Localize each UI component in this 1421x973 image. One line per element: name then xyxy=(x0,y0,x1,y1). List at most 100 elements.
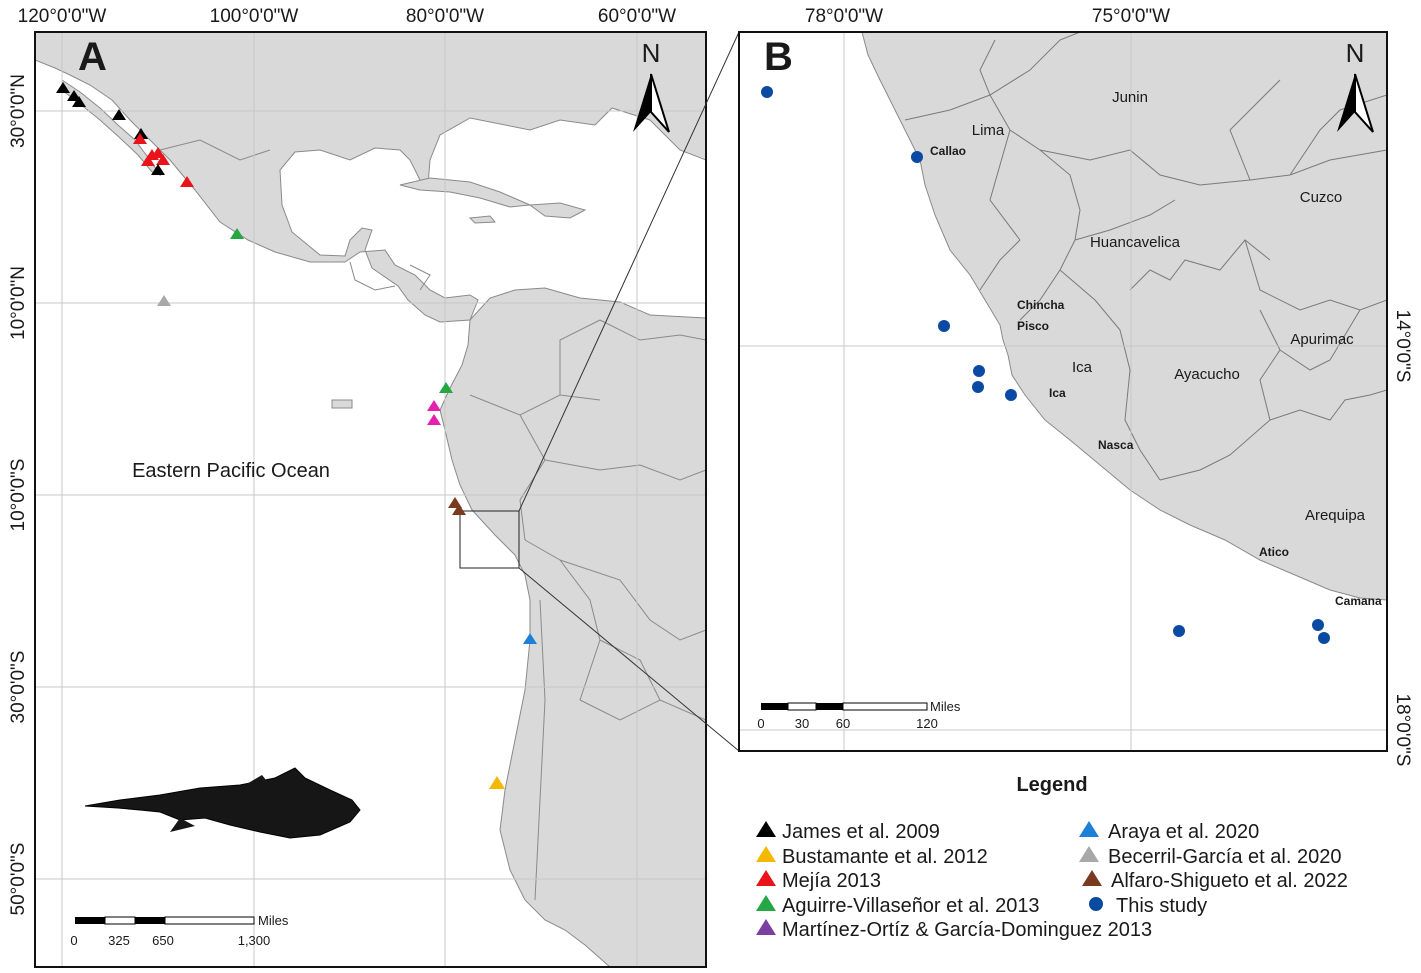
scale-tick-b: 0 xyxy=(757,716,764,731)
marker-araya-2020 xyxy=(523,633,537,644)
legend-item-label: Aguirre-Villaseñor et al. 2013 xyxy=(782,895,1040,917)
marker-james-2009 xyxy=(134,128,148,139)
legend: Legend James et al. 2009 Bustamante et a… xyxy=(756,774,1348,941)
legend-symbol xyxy=(1079,846,1099,862)
lat-tick-b: 18°0'0"S xyxy=(1392,694,1413,767)
north-arrow-icon: N xyxy=(1337,38,1374,133)
legend-symbol xyxy=(1089,897,1103,911)
region-label: Lima xyxy=(972,122,1005,139)
town-label: Ica xyxy=(1049,386,1066,400)
panel-b-graticule xyxy=(739,32,1387,751)
region-label: Ayacucho xyxy=(1174,366,1240,383)
region-label: Arequipa xyxy=(1305,507,1366,524)
scale-bar-a: Miles 0 325 650 1,300 xyxy=(70,913,288,948)
legend-symbol xyxy=(756,846,776,862)
town-label: Chincha xyxy=(1017,298,1065,312)
town-label: Atico xyxy=(1259,545,1289,559)
marker-james-2009 xyxy=(67,90,81,101)
marker-james-2009 xyxy=(112,109,126,120)
scale-bar-b: Miles 0 30 60 120 xyxy=(757,699,960,731)
study-area-box xyxy=(459,510,520,569)
marker-mejia-2013 xyxy=(180,176,194,187)
galapagos-islands xyxy=(331,399,353,409)
legend-item-label: Becerril-García et al. 2020 xyxy=(1108,846,1341,868)
panel-a-graticule xyxy=(35,32,706,967)
lat-tick-a: 50°0'0"S xyxy=(8,843,29,916)
lon-tick-a: 60°0'0"W xyxy=(598,6,676,27)
marker-mejia-2013 xyxy=(156,154,170,165)
legend-item-label: This study xyxy=(1116,895,1207,917)
legend-item-label: Mejía 2013 xyxy=(782,870,881,892)
panel-a-map: N Eastern Pacific Ocean Miles 0 325 650 … xyxy=(8,6,707,968)
legend-item-label: James et al. 2009 xyxy=(782,821,940,843)
north-arrow-icon: N xyxy=(633,38,670,133)
megamouth-shark-illustration xyxy=(84,767,361,839)
marker-this-study xyxy=(761,86,773,98)
lon-tick-b: 78°0'0"W xyxy=(805,6,883,27)
marker-this-study xyxy=(938,320,950,332)
legend-symbol xyxy=(756,895,776,911)
hispaniola xyxy=(528,202,587,219)
town-label: Pisco xyxy=(1017,319,1049,333)
marker-this-study xyxy=(1318,632,1330,644)
town-label: Callao xyxy=(930,144,966,158)
legend-symbol xyxy=(1082,870,1102,886)
panel-a-markers xyxy=(56,82,537,789)
legend-item-label: Bustamante et al. 2012 xyxy=(782,846,988,868)
marker-james-2009 xyxy=(72,96,86,107)
scale-unit-a: Miles xyxy=(258,913,289,928)
north-label-b: N xyxy=(1346,38,1365,68)
legend-title: Legend xyxy=(1016,774,1087,796)
marker-mejia-2013 xyxy=(141,155,155,166)
jamaica xyxy=(468,215,497,224)
marker-becerril-garcia-2020 xyxy=(157,295,171,306)
panel-letter-a: A xyxy=(78,35,107,79)
marker-aguirre-villasenor-2013 xyxy=(230,228,244,239)
lon-tick-a: 80°0'0"W xyxy=(406,6,484,27)
department-borders xyxy=(904,32,1387,481)
lat-tick-a: 30°0'0"S xyxy=(8,651,29,724)
connector-line xyxy=(518,31,740,512)
north-label-a: N xyxy=(642,38,661,68)
legend-item-label: Alfaro-Shigueto et al. 2022 xyxy=(1111,870,1348,892)
legend-item-label: Araya et al. 2020 xyxy=(1108,821,1259,843)
marker-alfaro-shigueto-2022 xyxy=(452,504,466,515)
scale-tick-b: 120 xyxy=(916,716,938,731)
scale-tick-a: 0 xyxy=(70,933,77,948)
scale-tick-b: 30 xyxy=(795,716,809,731)
marker-this-study xyxy=(1005,389,1017,401)
marker-this-study xyxy=(972,381,984,393)
marker-this-study xyxy=(1173,625,1185,637)
town-label: Camana xyxy=(1335,594,1382,608)
scale-tick-b: 60 xyxy=(836,716,850,731)
region-label: Cuzco xyxy=(1300,189,1343,206)
marker-this-study xyxy=(1312,619,1324,631)
legend-symbol xyxy=(1079,821,1099,837)
north-america-landmass xyxy=(35,32,706,323)
scale-unit-b: Miles xyxy=(930,699,961,714)
marker-mejia-2013 xyxy=(133,133,147,144)
south-america-landmass xyxy=(439,287,706,967)
connector-line xyxy=(518,567,740,752)
legend-symbol xyxy=(756,870,776,886)
lon-tick-a: 120°0'0"W xyxy=(18,6,107,27)
marker-aguirre-villasenor-2013 xyxy=(439,382,453,393)
panel-letter-b: B xyxy=(764,35,793,79)
region-label: Apurimac xyxy=(1290,331,1354,348)
marker-pink xyxy=(427,414,441,425)
marker-mejia-2013 xyxy=(151,147,165,158)
lon-tick-b: 75°0'0"W xyxy=(1092,6,1170,27)
marker-this-study xyxy=(911,151,923,163)
region-label: Ica xyxy=(1072,359,1093,376)
marker-james-2009 xyxy=(56,82,70,93)
panel-b-map: Junin Lima Cuzco Huancavelica Apurimac I… xyxy=(738,6,1413,767)
panel-b-frame xyxy=(738,31,1388,752)
this-study-markers xyxy=(761,86,1330,644)
marker-james-2009 xyxy=(151,164,165,175)
lat-tick-a: 10°0'0"N xyxy=(8,266,29,340)
lat-tick-b: 14°0'0"S xyxy=(1392,310,1413,383)
region-label: Junin xyxy=(1112,89,1148,106)
scale-tick-a: 650 xyxy=(152,933,174,948)
panel-a-frame xyxy=(34,31,707,968)
region-label: Huancavelica xyxy=(1090,234,1181,251)
